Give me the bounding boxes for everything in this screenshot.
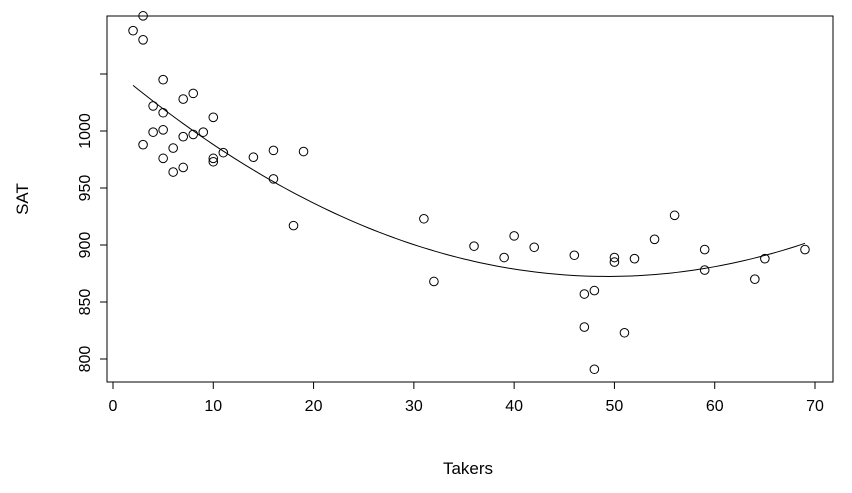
- data-point: [148, 127, 158, 137]
- x-tick-label: 70: [806, 398, 824, 415]
- data-point: [268, 145, 279, 156]
- data-point: [158, 107, 168, 118]
- x-axis: 0 10 20 30 40 50 60 70: [109, 381, 824, 415]
- x-tick-label: 50: [606, 398, 624, 415]
- x-tick-label: 10: [204, 398, 222, 415]
- data-point: [579, 289, 590, 299]
- data-point: [208, 156, 219, 167]
- data-point: [138, 35, 148, 45]
- data-point: [589, 285, 600, 296]
- data-point: [138, 139, 148, 150]
- data-point: [188, 129, 199, 140]
- data-point: [760, 253, 770, 264]
- data-point: [178, 131, 188, 142]
- data-point: [429, 276, 439, 287]
- data-point: [589, 364, 600, 375]
- x-tick-label: 0: [109, 398, 118, 415]
- data-point: [509, 231, 519, 241]
- x-tick-label: 40: [505, 398, 523, 415]
- y-tick-label: 850: [77, 289, 94, 316]
- data-point: [158, 74, 168, 85]
- y-axis-title: SAT: [13, 183, 32, 215]
- x-axis-title: Takers: [443, 459, 493, 478]
- data-point: [499, 252, 509, 263]
- x-tick-label: 60: [706, 398, 724, 415]
- data-point: [800, 244, 810, 255]
- data-point: [419, 213, 429, 224]
- data-point: [158, 153, 168, 164]
- data-point: [629, 253, 640, 264]
- y-axis: 800 850 900 950 1000: [77, 73, 108, 373]
- data-point: [699, 244, 710, 255]
- y-tick-label: 950: [77, 175, 94, 202]
- fit-curve: [132, 84, 806, 277]
- data-point: [579, 322, 590, 332]
- data-point: [178, 94, 188, 104]
- data-point: [188, 88, 199, 99]
- data-point: [128, 25, 138, 36]
- data-point: [158, 125, 168, 135]
- x-tick-label: 20: [305, 398, 323, 415]
- data-point: [198, 127, 209, 137]
- data-point: [208, 112, 219, 123]
- data-point: [148, 101, 158, 111]
- data-point: [619, 327, 630, 338]
- data-point: [699, 265, 710, 275]
- data-point: [288, 220, 299, 231]
- data-points: [128, 11, 810, 375]
- data-point: [469, 241, 479, 251]
- data-point: [529, 242, 540, 253]
- data-point: [750, 274, 760, 285]
- y-tick-label: 800: [77, 346, 94, 373]
- data-point: [178, 162, 188, 173]
- data-point: [248, 152, 259, 163]
- data-point: [569, 250, 580, 261]
- data-point: [609, 257, 620, 267]
- data-point: [609, 252, 620, 263]
- data-point: [168, 167, 178, 177]
- data-point: [168, 143, 178, 153]
- data-point: [208, 153, 219, 164]
- data-point: [649, 234, 660, 245]
- x-tick-label: 30: [405, 398, 423, 415]
- data-point: [138, 11, 148, 21]
- data-point: [298, 146, 309, 157]
- data-point: [268, 174, 279, 184]
- y-tick-label: 900: [77, 232, 94, 259]
- plot-frame: [106, 15, 834, 383]
- y-tick-label: 1000: [77, 113, 94, 149]
- data-point: [669, 210, 680, 221]
- data-point: [218, 147, 229, 158]
